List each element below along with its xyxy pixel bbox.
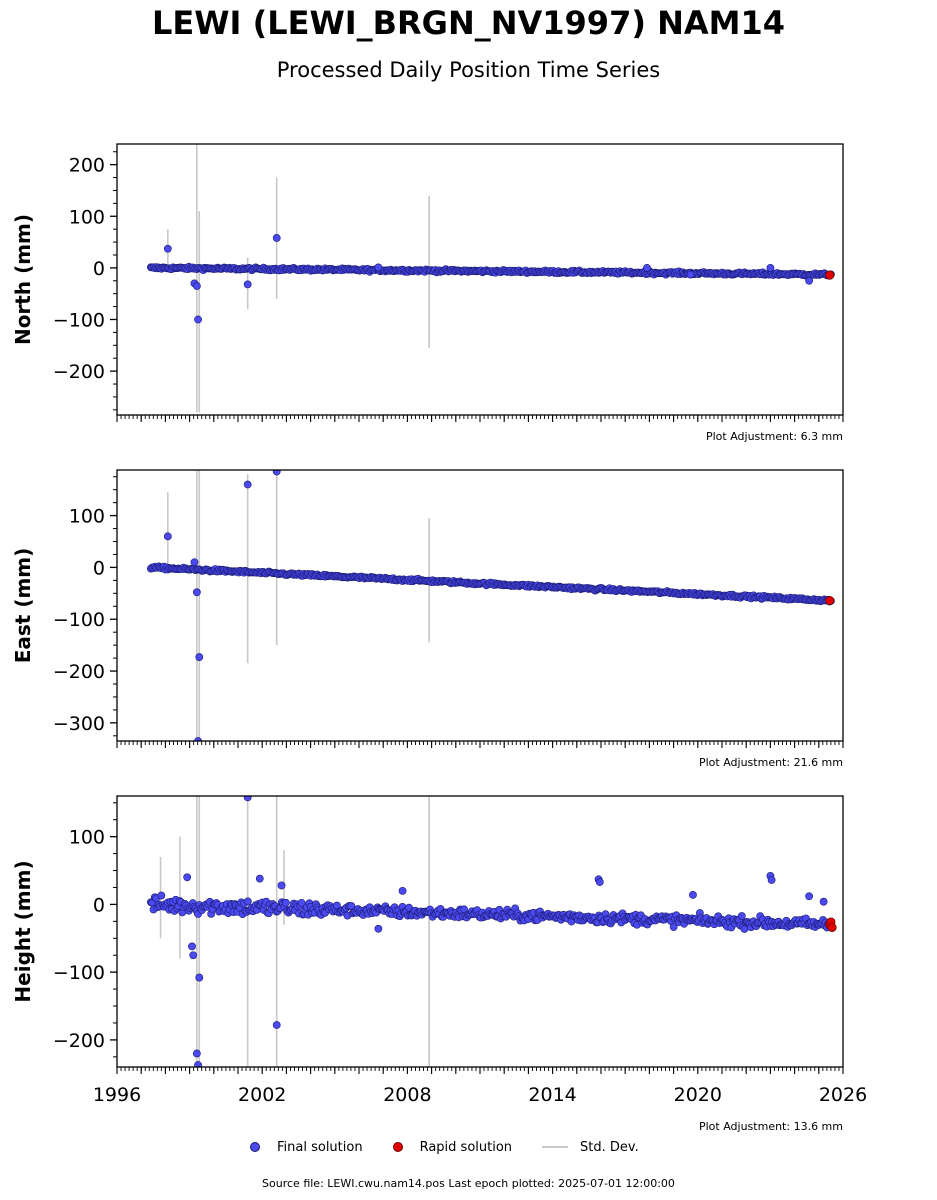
final-outlier-point (398, 886, 407, 895)
x-tick-label: 2002 (238, 1084, 286, 1106)
final-outlier-point (243, 280, 252, 289)
x-tick-label: 2008 (383, 1084, 431, 1106)
final-outlier-point (805, 276, 814, 285)
final-outlier-point (194, 737, 202, 741)
final-outlier-point (805, 892, 814, 901)
y-tick-label: 0 (93, 258, 105, 280)
rapid-point (825, 596, 835, 606)
legend-final: Final solution (250, 1140, 363, 1155)
chart-title: LEWI (LEWI_BRGN_NV1997) NAM14 (151, 4, 786, 42)
y-tick-label: −100 (53, 609, 105, 631)
final-point (737, 912, 746, 920)
source-footer: Source file: LEWI.cwu.nam14.pos Last epo… (262, 1177, 675, 1190)
y-tick-label: 0 (93, 557, 105, 579)
y-tick-label: −300 (53, 713, 105, 735)
rapid-point (827, 922, 837, 932)
final-outlier-point (767, 876, 776, 884)
final-outlier-point (243, 796, 252, 802)
final-point (281, 898, 290, 907)
final-outlier-point (189, 951, 198, 960)
axes-frame (116, 143, 844, 416)
y-tick-label: 100 (69, 827, 105, 849)
final-outlier-point (163, 244, 172, 253)
panel-1: 100 0 −100 −200 −300 East (mm) Plot Adjustment… (11, 469, 844, 769)
y-tick-label: −100 (53, 962, 105, 984)
final-outlier-point (192, 282, 201, 290)
final-outlier-point (766, 263, 775, 272)
final-outlier-point (183, 873, 192, 882)
legend-stddev: Std. Dev. (542, 1140, 639, 1155)
axes-frame (116, 795, 844, 1068)
final-point (297, 898, 306, 907)
final-outlier-point (188, 942, 196, 951)
y-tick-label: 100 (69, 506, 105, 528)
plot-adjustment-note: Plot Adjustment: 13.6 mm (699, 1120, 843, 1133)
panel-2: 100 0 −100 −200 1996 2002 2008 2014 2020 2026 Heig… (11, 795, 867, 1133)
final-outlier-point (255, 874, 264, 883)
final-outlier-point (194, 315, 202, 324)
final-outlier-point (243, 480, 252, 489)
x-tick-label: 1996 (93, 1084, 141, 1106)
final-outlier-point (277, 881, 286, 890)
plot-adjustment-note: Plot Adjustment: 21.6 mm (699, 756, 843, 769)
y-axis-label: East (mm) (11, 548, 35, 664)
final-outlier-point (192, 588, 201, 597)
y-tick-label: 100 (69, 206, 105, 228)
final-point (243, 897, 252, 906)
rapid-point (825, 270, 835, 280)
final-point (157, 891, 166, 900)
legend: Final solution Rapid solution Std. Dev. (250, 1136, 669, 1158)
final-outlier-point (595, 878, 604, 886)
final-outlier-point (689, 891, 697, 899)
legend-rapid-label: Rapid solution (419, 1139, 513, 1155)
plot-area-1 (146, 470, 835, 741)
plot-adjustment-note: Plot Adjustment: 6.3 mm (706, 430, 843, 443)
y-tick-label: −200 (53, 361, 105, 383)
final-outlier-point (686, 270, 695, 279)
final-outlier-point (374, 924, 383, 933)
final-outlier-point (190, 558, 199, 567)
final-outlier-point (195, 973, 204, 982)
y-tick-label: 0 (93, 894, 105, 916)
final-solution-marker-icon (250, 1142, 260, 1152)
final-outlier-point (192, 1049, 201, 1058)
y-tick-label: −200 (53, 1030, 105, 1052)
final-outlier-point (643, 263, 651, 272)
final-outlier-point (374, 263, 383, 272)
final-outlier-point (163, 532, 172, 541)
final-outlier-point (195, 653, 204, 661)
y-tick-label: 200 (69, 155, 105, 177)
panel-0: 200 100 0 −100 −200 North (mm) Plot Adjustment… (11, 143, 844, 443)
x-tick-label: 2026 (819, 1084, 867, 1106)
x-tick-label: 2014 (528, 1084, 576, 1106)
final-outlier-point (194, 1061, 202, 1067)
y-axis-label: Height (mm) (11, 860, 35, 1002)
stddev-line-icon (542, 1146, 569, 1148)
plot-area-2 (146, 796, 837, 1067)
rapid-solution-marker-icon (392, 1142, 403, 1152)
x-tick-label: 2020 (674, 1084, 722, 1106)
axes-frame (116, 469, 844, 742)
final-outlier-point (272, 470, 281, 476)
final-outlier-point (272, 234, 281, 242)
chart-subtitle: Processed Daily Position Time Series (276, 58, 661, 82)
plot-area-0 (146, 144, 835, 413)
legend-stddev-label: Std. Dev. (580, 1139, 639, 1155)
final-outlier-point (272, 1021, 281, 1029)
y-tick-label: −100 (53, 310, 105, 332)
y-tick-label: −200 (53, 661, 105, 683)
final-outlier-point (819, 897, 828, 906)
y-axis-label: North (mm) (11, 214, 35, 345)
final-point (669, 923, 678, 931)
legend-rapid: Rapid solution (392, 1139, 513, 1155)
legend-final-label: Final solution (277, 1139, 363, 1155)
